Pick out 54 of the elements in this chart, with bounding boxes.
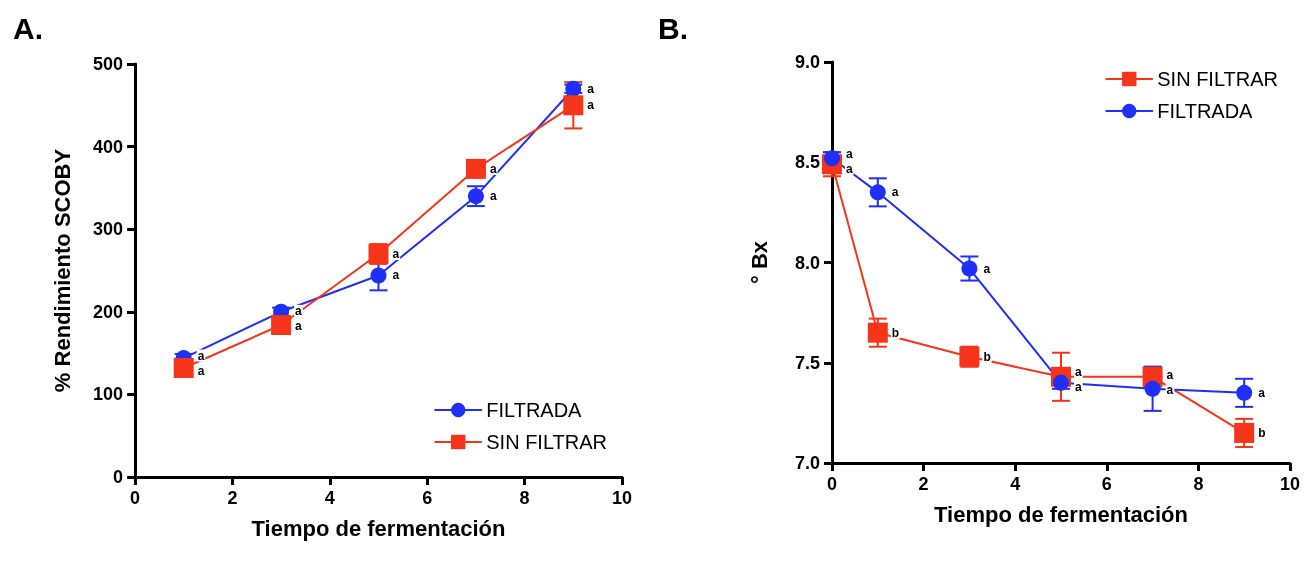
legend-label: FILTRADA (486, 399, 583, 421)
annotation: a (1166, 368, 1174, 383)
x-tick-label: 0 (826, 474, 838, 494)
x-tick-label: 8 (1193, 474, 1204, 494)
annotation: a (846, 161, 853, 176)
y-tick-label: 9.0 (794, 52, 820, 72)
y-tick-label: 8.0 (794, 252, 820, 273)
annotation: a (587, 81, 595, 96)
chart-title: B. (658, 11, 688, 45)
annotation: a (295, 303, 303, 318)
legend-label: FILTRADA (1157, 100, 1254, 122)
y-tick-label: 7.0 (794, 453, 820, 473)
legend-label: SIN FILTRAR (486, 431, 608, 453)
x-tick-label: 0 (129, 488, 141, 508)
annotation: a (1074, 380, 1082, 395)
annotation: b (983, 349, 991, 364)
y-tick-label: 8.5 (794, 152, 820, 173)
y-tick-label: 500 (92, 54, 123, 74)
annotation: a (197, 348, 205, 363)
chart-title: A. (13, 11, 43, 45)
y-tick-label: 300 (92, 219, 123, 240)
x-tick-label: 4 (1010, 474, 1021, 494)
annotation: a (983, 261, 991, 276)
annotation: a (489, 189, 497, 204)
annotation: a (846, 146, 853, 161)
legend-label: SIN FILTRAR (1157, 68, 1279, 90)
annotation: a (392, 246, 400, 261)
annotation: a (587, 98, 595, 113)
annotation: a (489, 161, 497, 176)
x-axis-title: Tiempo de fermentación (934, 501, 1188, 527)
annotation: a (197, 363, 205, 378)
x-tick-label: 2 (227, 488, 238, 508)
y-axis-title: % Rendimiento SCOBY (49, 148, 75, 393)
annotation: a (1074, 365, 1082, 380)
annotation: a (295, 318, 303, 333)
annotation: a (1166, 383, 1174, 398)
y-tick-label: 200 (92, 301, 123, 322)
x-tick-label: 8 (519, 488, 530, 508)
annotation: b (1258, 425, 1266, 440)
annotation: a (392, 268, 400, 283)
x-tick-label: 2 (918, 474, 929, 494)
x-tick-label: 10 (611, 488, 633, 508)
x-tick-label: 10 (1279, 474, 1300, 494)
x-tick-label: 4 (324, 488, 335, 508)
x-tick-label: 6 (422, 488, 433, 508)
y-tick-label: 400 (92, 136, 123, 157)
x-axis-title: Tiempo de fermentación (251, 515, 506, 541)
x-tick-label: 6 (1101, 474, 1112, 494)
y-tick-label: 100 (92, 384, 123, 405)
annotation: a (891, 185, 899, 200)
annotation: b (891, 325, 900, 340)
y-axis-title: ° Bx (746, 240, 772, 285)
annotation: a (1258, 385, 1266, 400)
y-tick-label: 7.5 (794, 352, 820, 373)
